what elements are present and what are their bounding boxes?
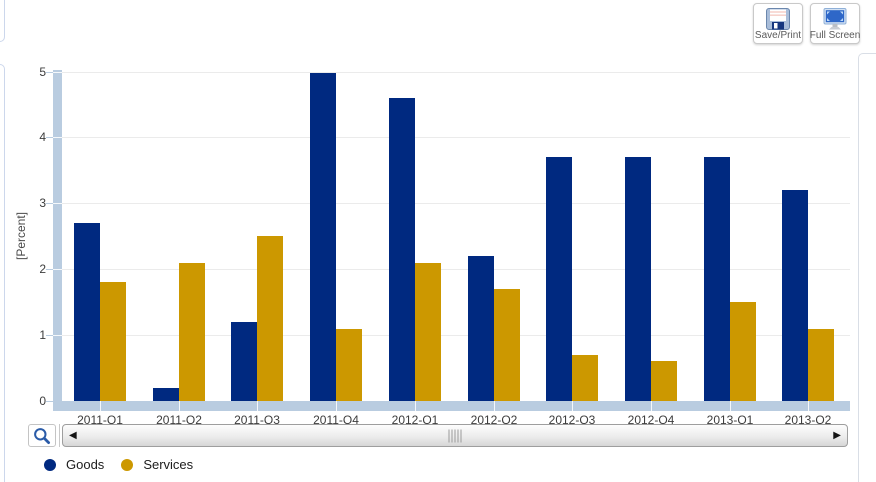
bar-services-2013-q2[interactable] — [808, 329, 834, 401]
axis-band-notch — [651, 401, 652, 411]
x-axis-category-label: 2011-Q4 — [313, 413, 359, 427]
panel-edge-bottom-left — [0, 64, 5, 482]
x-axis-category-label: 2013-Q1 — [706, 413, 754, 427]
axis-band-notch — [53, 203, 62, 204]
axis-band-notch — [53, 137, 62, 138]
bar-services-2012-q2[interactable] — [494, 289, 520, 401]
bar-services-2011-q4[interactable] — [336, 329, 362, 401]
legend-label-services[interactable]: Services — [143, 457, 194, 472]
axis-band-notch — [53, 72, 62, 73]
bar-services-2012-q4[interactable] — [651, 361, 677, 401]
axis-band-notch — [257, 401, 258, 411]
bar-services-2011-q1[interactable] — [100, 282, 126, 401]
legend-label-goods[interactable]: Goods — [66, 457, 105, 472]
y-axis-tick-label: 1 — [39, 328, 46, 342]
gridline — [62, 335, 850, 336]
x-axis-category-label: 2012-Q1 — [391, 413, 439, 427]
scrollbar-left-arrow-icon[interactable]: ◀ — [69, 429, 77, 441]
monitor-icon — [823, 8, 847, 30]
bar-goods-2011-q4[interactable] — [310, 73, 336, 401]
gridline — [62, 269, 850, 270]
full-screen-label: Full Screen — [809, 30, 861, 41]
legend: Goods Services — [44, 457, 210, 472]
y-axis-title: [Percent] — [14, 211, 28, 261]
axis-band-notch — [53, 269, 62, 270]
x-axis-category-label: 2012-Q4 — [627, 413, 675, 427]
x-axis-category-label: 2011-Q2 — [156, 413, 202, 427]
axis-band-notch — [808, 401, 809, 411]
axis-band-notch — [730, 401, 731, 411]
axis-band-notch — [100, 401, 101, 411]
gridline — [62, 137, 850, 138]
chart-scrollbar[interactable]: ◀ ▶ — [62, 424, 848, 447]
legend-item-services[interactable]: Services — [121, 457, 193, 472]
bar-goods-2012-q3[interactable] — [546, 157, 572, 401]
bar-goods-2011-q2[interactable] — [153, 388, 179, 401]
bar-services-2011-q2[interactable] — [179, 263, 205, 401]
y-axis-tick — [46, 335, 53, 336]
scrollbar-right-arrow-icon[interactable]: ▶ — [833, 429, 841, 441]
y-axis-tick — [46, 72, 53, 73]
y-axis-tick — [46, 203, 53, 204]
bar-goods-2012-q4[interactable] — [625, 157, 651, 401]
bar-services-2013-q1[interactable] — [730, 302, 756, 401]
bar-services-2012-q1[interactable] — [415, 263, 441, 401]
axis-band-notch — [179, 401, 180, 411]
bar-goods-2011-q3[interactable] — [231, 322, 257, 401]
y-axis-tick — [46, 269, 53, 270]
y-axis-tick — [46, 137, 53, 138]
x-axis-category-label: 2013-Q2 — [784, 413, 832, 427]
zoom-out-button[interactable] — [28, 424, 56, 447]
panel-edge-right — [858, 53, 876, 482]
y-axis-tick-label: 2 — [39, 262, 46, 276]
bar-goods-2011-q1[interactable] — [74, 223, 100, 401]
x-axis-category-label: 2012-Q2 — [470, 413, 518, 427]
bar-services-2011-q3[interactable] — [257, 236, 283, 401]
bar-goods-2013-q1[interactable] — [704, 157, 730, 401]
scrollbar-divider — [59, 424, 60, 447]
legend-marker-goods[interactable] — [44, 458, 56, 471]
bar-goods-2012-q2[interactable] — [468, 256, 494, 401]
gridline — [62, 72, 850, 73]
floppy-disk-icon — [766, 8, 790, 30]
axis-band-notch — [572, 401, 573, 411]
y-axis-tick-label: 0 — [39, 394, 46, 408]
panel-edge-top-left — [0, 0, 5, 42]
axis-band-notch — [53, 335, 62, 336]
scrollbar-grip[interactable] — [448, 429, 462, 442]
axis-band-notch — [336, 401, 337, 411]
bar-services-2012-q3[interactable] — [572, 355, 598, 401]
x-axis-category-label: 2012-Q3 — [548, 413, 596, 427]
axis-band-notch — [494, 401, 495, 411]
y-axis-band — [53, 70, 62, 401]
x-axis-band — [53, 401, 850, 411]
save-print-button[interactable]: Save/Print — [753, 3, 803, 44]
y-axis-tick-label: 5 — [39, 65, 46, 79]
legend-marker-services[interactable] — [121, 458, 134, 471]
axis-band-notch — [415, 401, 416, 411]
bar-goods-2013-q2[interactable] — [782, 190, 808, 401]
x-axis-category-label: 2011-Q3 — [234, 413, 280, 427]
magnifier-icon — [34, 427, 51, 444]
y-axis-tick — [46, 401, 53, 402]
save-print-label: Save/Print — [754, 30, 802, 41]
bar-goods-2012-q1[interactable] — [389, 98, 415, 401]
legend-item-goods[interactable]: Goods — [44, 457, 104, 472]
y-axis-tick-label: 3 — [39, 196, 46, 210]
full-screen-button[interactable]: Full Screen — [810, 3, 860, 44]
gridline — [62, 203, 850, 204]
x-axis-category-label: 2011-Q1 — [77, 413, 123, 427]
y-axis-tick-label: 4 — [39, 130, 46, 144]
